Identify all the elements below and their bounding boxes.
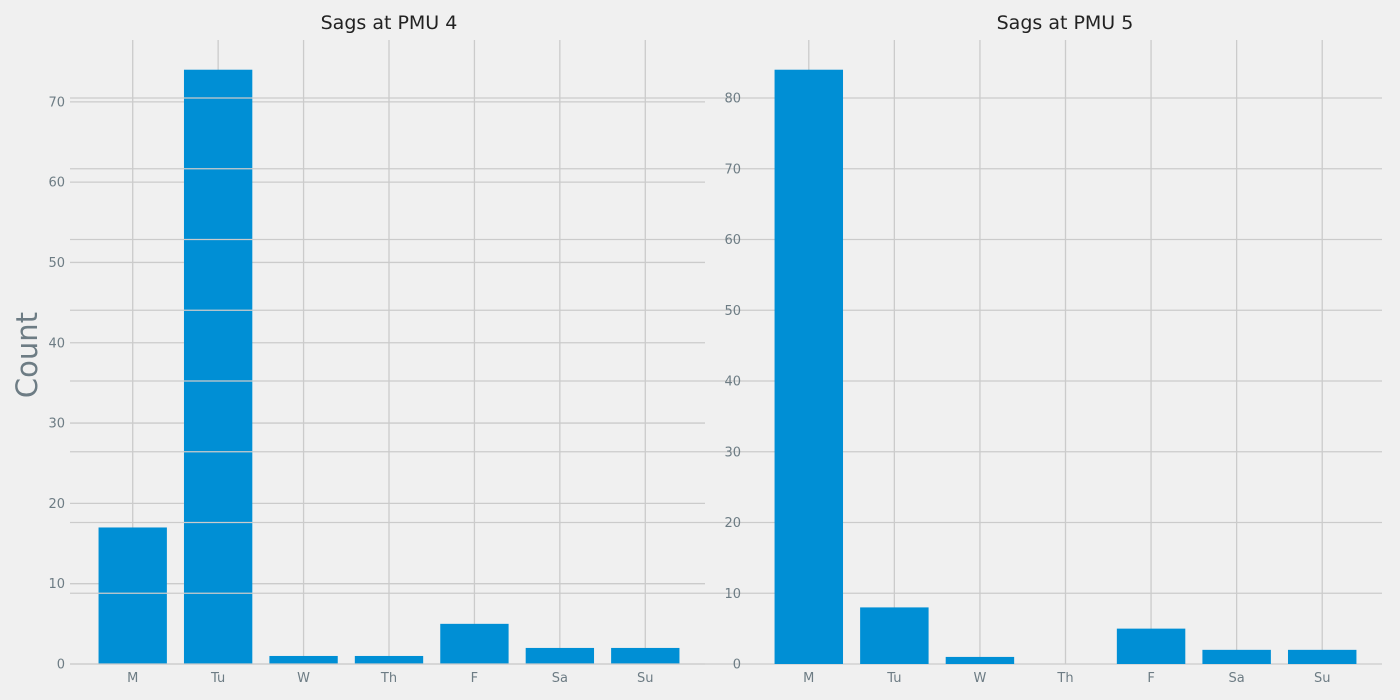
bar-sa <box>1202 649 1271 664</box>
x-tick-label: W <box>973 671 986 686</box>
x-tick-label: Th <box>1056 671 1073 686</box>
x-tick-label: F <box>471 671 478 686</box>
y-tick-label: 40 <box>724 375 741 390</box>
bar-su <box>1287 649 1357 664</box>
y-tick-label: 60 <box>48 176 65 191</box>
y-tick-label: 40 <box>48 336 65 351</box>
y-tick-label: 70 <box>724 162 741 177</box>
grid <box>70 40 705 665</box>
y-tick-label: 0 <box>733 658 741 673</box>
x-tick-label: Tu <box>210 671 225 686</box>
y-tick-label: 10 <box>48 577 65 592</box>
y-tick-label: 70 <box>48 95 65 110</box>
y-tick-label: 20 <box>724 516 741 531</box>
x-tick-label: M <box>803 671 814 686</box>
x-tick-label: Su <box>1314 671 1331 686</box>
x-tick-label: Sa <box>552 671 568 686</box>
y-tick-label: 30 <box>724 445 741 460</box>
x-tick-label: W <box>297 671 310 686</box>
y-tick-label: 30 <box>48 417 65 432</box>
grid <box>70 40 1382 665</box>
bar-f <box>440 623 509 664</box>
bar-m <box>98 527 167 664</box>
y-tick-label: 50 <box>724 304 741 319</box>
bar-m <box>774 69 844 664</box>
y-tick-label: 60 <box>724 233 741 248</box>
bar-tu <box>860 607 929 664</box>
bar-tu <box>183 69 253 664</box>
chart-panel-pmu5: Sags at PMU 5 0 10 20 30 40 50 60 70 80 M Tu W Th F Sa… <box>70 12 1382 686</box>
x-tick-label: Tu <box>886 671 901 686</box>
bar-su <box>611 647 680 664</box>
chart-panel-pmu4: Sags at PMU 4 Count 0 10 20 30 40 50 60 70 M Tu W T… <box>10 12 705 686</box>
y-tick-label: 50 <box>48 256 65 271</box>
x-tick-label: Sa <box>1229 671 1245 686</box>
y-tick-label: 80 <box>724 92 741 107</box>
bar-w <box>945 656 1015 664</box>
x-tick-label: Th <box>380 671 397 686</box>
chart-title: Sags at PMU 4 <box>321 12 458 34</box>
x-tick-label: F <box>1147 671 1154 686</box>
y-tick-label: 10 <box>724 587 741 602</box>
y-tick-label: 0 <box>57 658 65 673</box>
y-axis-label: Count <box>10 312 44 398</box>
y-tick-label: 20 <box>48 497 65 512</box>
chart-title: Sags at PMU 5 <box>997 12 1134 34</box>
bar-w <box>269 655 338 664</box>
bar-f <box>1116 628 1186 664</box>
bar-sa <box>525 647 595 664</box>
x-tick-label: Su <box>637 671 654 686</box>
x-tick-label: M <box>127 671 138 686</box>
bar-th <box>354 655 424 664</box>
